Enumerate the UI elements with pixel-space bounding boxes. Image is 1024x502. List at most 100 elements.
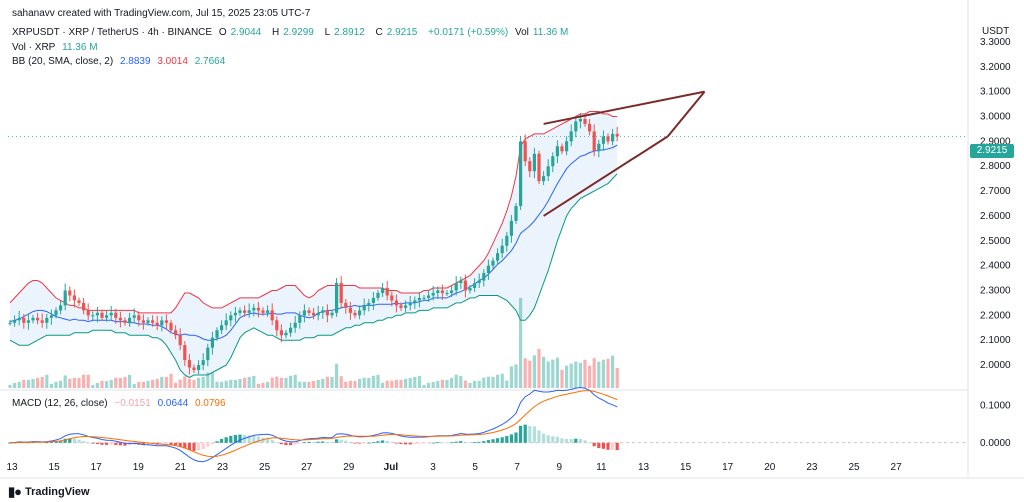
macd-histogram-bar <box>459 441 463 443</box>
volume-bar <box>279 377 283 388</box>
macd-histogram-bar <box>390 441 394 443</box>
candle-body <box>17 317 21 321</box>
macd-histogram-bar <box>321 441 325 443</box>
candle-body <box>298 315 302 323</box>
volume-bar <box>49 383 53 388</box>
volume-bar <box>330 376 334 388</box>
macd-histogram-bar <box>445 442 449 444</box>
candle-body <box>63 290 67 306</box>
macd-histogram-bar <box>427 442 431 444</box>
volume-bar <box>95 382 99 388</box>
candle-body <box>31 317 35 321</box>
macd-histogram-bar <box>215 441 219 443</box>
macd-histogram-bar <box>532 426 536 443</box>
candle-body <box>174 330 178 336</box>
macd-histogram-bar <box>118 442 122 446</box>
candle-body <box>335 283 339 313</box>
macd-histogram-bar <box>59 440 63 443</box>
volume-bar <box>496 374 500 388</box>
macd-histogram-bar <box>597 442 601 449</box>
volume-bar <box>335 363 339 388</box>
candle-body <box>169 322 173 331</box>
macd-histogram-bar <box>238 434 242 443</box>
candle-body <box>220 325 224 331</box>
volume-bar <box>17 381 21 388</box>
credit-line: sahanavv created with TradingView.com, J… <box>12 8 314 19</box>
macd-histogram-bar <box>440 442 444 444</box>
macd-histogram-bar <box>477 441 481 443</box>
bb-indicator-label[interactable]: BB (20, SMA, close, 2) <box>12 56 114 67</box>
volume-bar <box>63 375 67 388</box>
volume-bar <box>615 367 619 388</box>
symbol-label[interactable]: XRPUSDT · XRP / TetherUS · 4h · BINANCE <box>12 27 213 38</box>
macd-histogram-bar <box>330 442 334 443</box>
volume-bar <box>229 379 233 388</box>
tradingview-logo-text: TradingView <box>25 486 90 498</box>
volume-bar <box>146 380 150 388</box>
volume-bar <box>77 377 81 388</box>
macd-histogram-bar <box>8 442 12 444</box>
time-tick-label: 25 <box>848 462 860 473</box>
macd-signal-line <box>9 390 618 458</box>
volume-bar <box>606 358 610 388</box>
macd-histogram-bar <box>86 442 90 444</box>
macd-indicator-label[interactable]: MACD (12, 26, close) <box>12 398 108 409</box>
candle-body <box>164 320 168 323</box>
candle-body <box>109 312 113 316</box>
candle-body <box>316 312 320 316</box>
macd-histogram-bar <box>486 440 490 443</box>
volume-bar <box>266 381 270 388</box>
candle-body <box>238 310 242 313</box>
volume-bar <box>569 363 573 388</box>
volume-bar <box>13 382 17 388</box>
close-value: 2.9215 <box>386 27 418 38</box>
volume-bar <box>82 374 86 388</box>
macd-histogram-bar <box>431 442 435 444</box>
volume-bar <box>118 377 122 388</box>
volume-bar <box>210 372 214 388</box>
macd-histogram-bar <box>560 438 564 443</box>
macd-histogram-bar <box>82 441 86 443</box>
bb-lower-value: 2.7664 <box>194 56 226 67</box>
candle-body <box>151 320 155 323</box>
candle-body <box>256 307 260 311</box>
macd-histogram-bar <box>555 436 559 443</box>
macd-histogram-bar <box>615 442 619 451</box>
candle-body <box>100 312 104 318</box>
price-tick-label: 2.3000 <box>980 285 1011 296</box>
volume-bar <box>86 374 90 388</box>
candle-body <box>417 297 421 301</box>
candle-body <box>141 320 145 323</box>
macd-histogram-bar <box>91 442 95 444</box>
macd-histogram-bar <box>302 442 306 444</box>
macd-histogram-bar <box>224 437 228 443</box>
macd-histogram-bar <box>546 435 550 443</box>
bb-upper-value: 3.0014 <box>157 56 188 67</box>
candle-body <box>137 315 141 321</box>
volume-bar <box>243 377 247 388</box>
volume-bar <box>316 379 320 388</box>
volume-bar <box>183 376 187 388</box>
volume-bar <box>358 378 362 388</box>
candle-body <box>367 302 371 306</box>
candle-body <box>26 320 30 323</box>
candle-body <box>243 310 247 313</box>
macd-line <box>9 386 618 463</box>
candle-body <box>8 322 12 324</box>
volume-bar <box>436 380 440 388</box>
candle-body <box>542 176 546 182</box>
volume-indicator-label[interactable]: Vol · XRP <box>12 42 56 53</box>
candle-body <box>390 295 394 301</box>
candle-body <box>105 315 109 318</box>
candle-body <box>325 310 329 316</box>
volume-bar <box>362 377 366 388</box>
macd-histogram-bar <box>611 442 615 450</box>
candle-body <box>312 312 316 316</box>
volume-bar <box>422 385 426 388</box>
volume-bar <box>247 376 251 388</box>
volume-bar <box>197 377 201 388</box>
volume-bar <box>523 358 527 388</box>
macd-histogram-bar <box>606 442 610 450</box>
volume-bar <box>293 374 297 388</box>
